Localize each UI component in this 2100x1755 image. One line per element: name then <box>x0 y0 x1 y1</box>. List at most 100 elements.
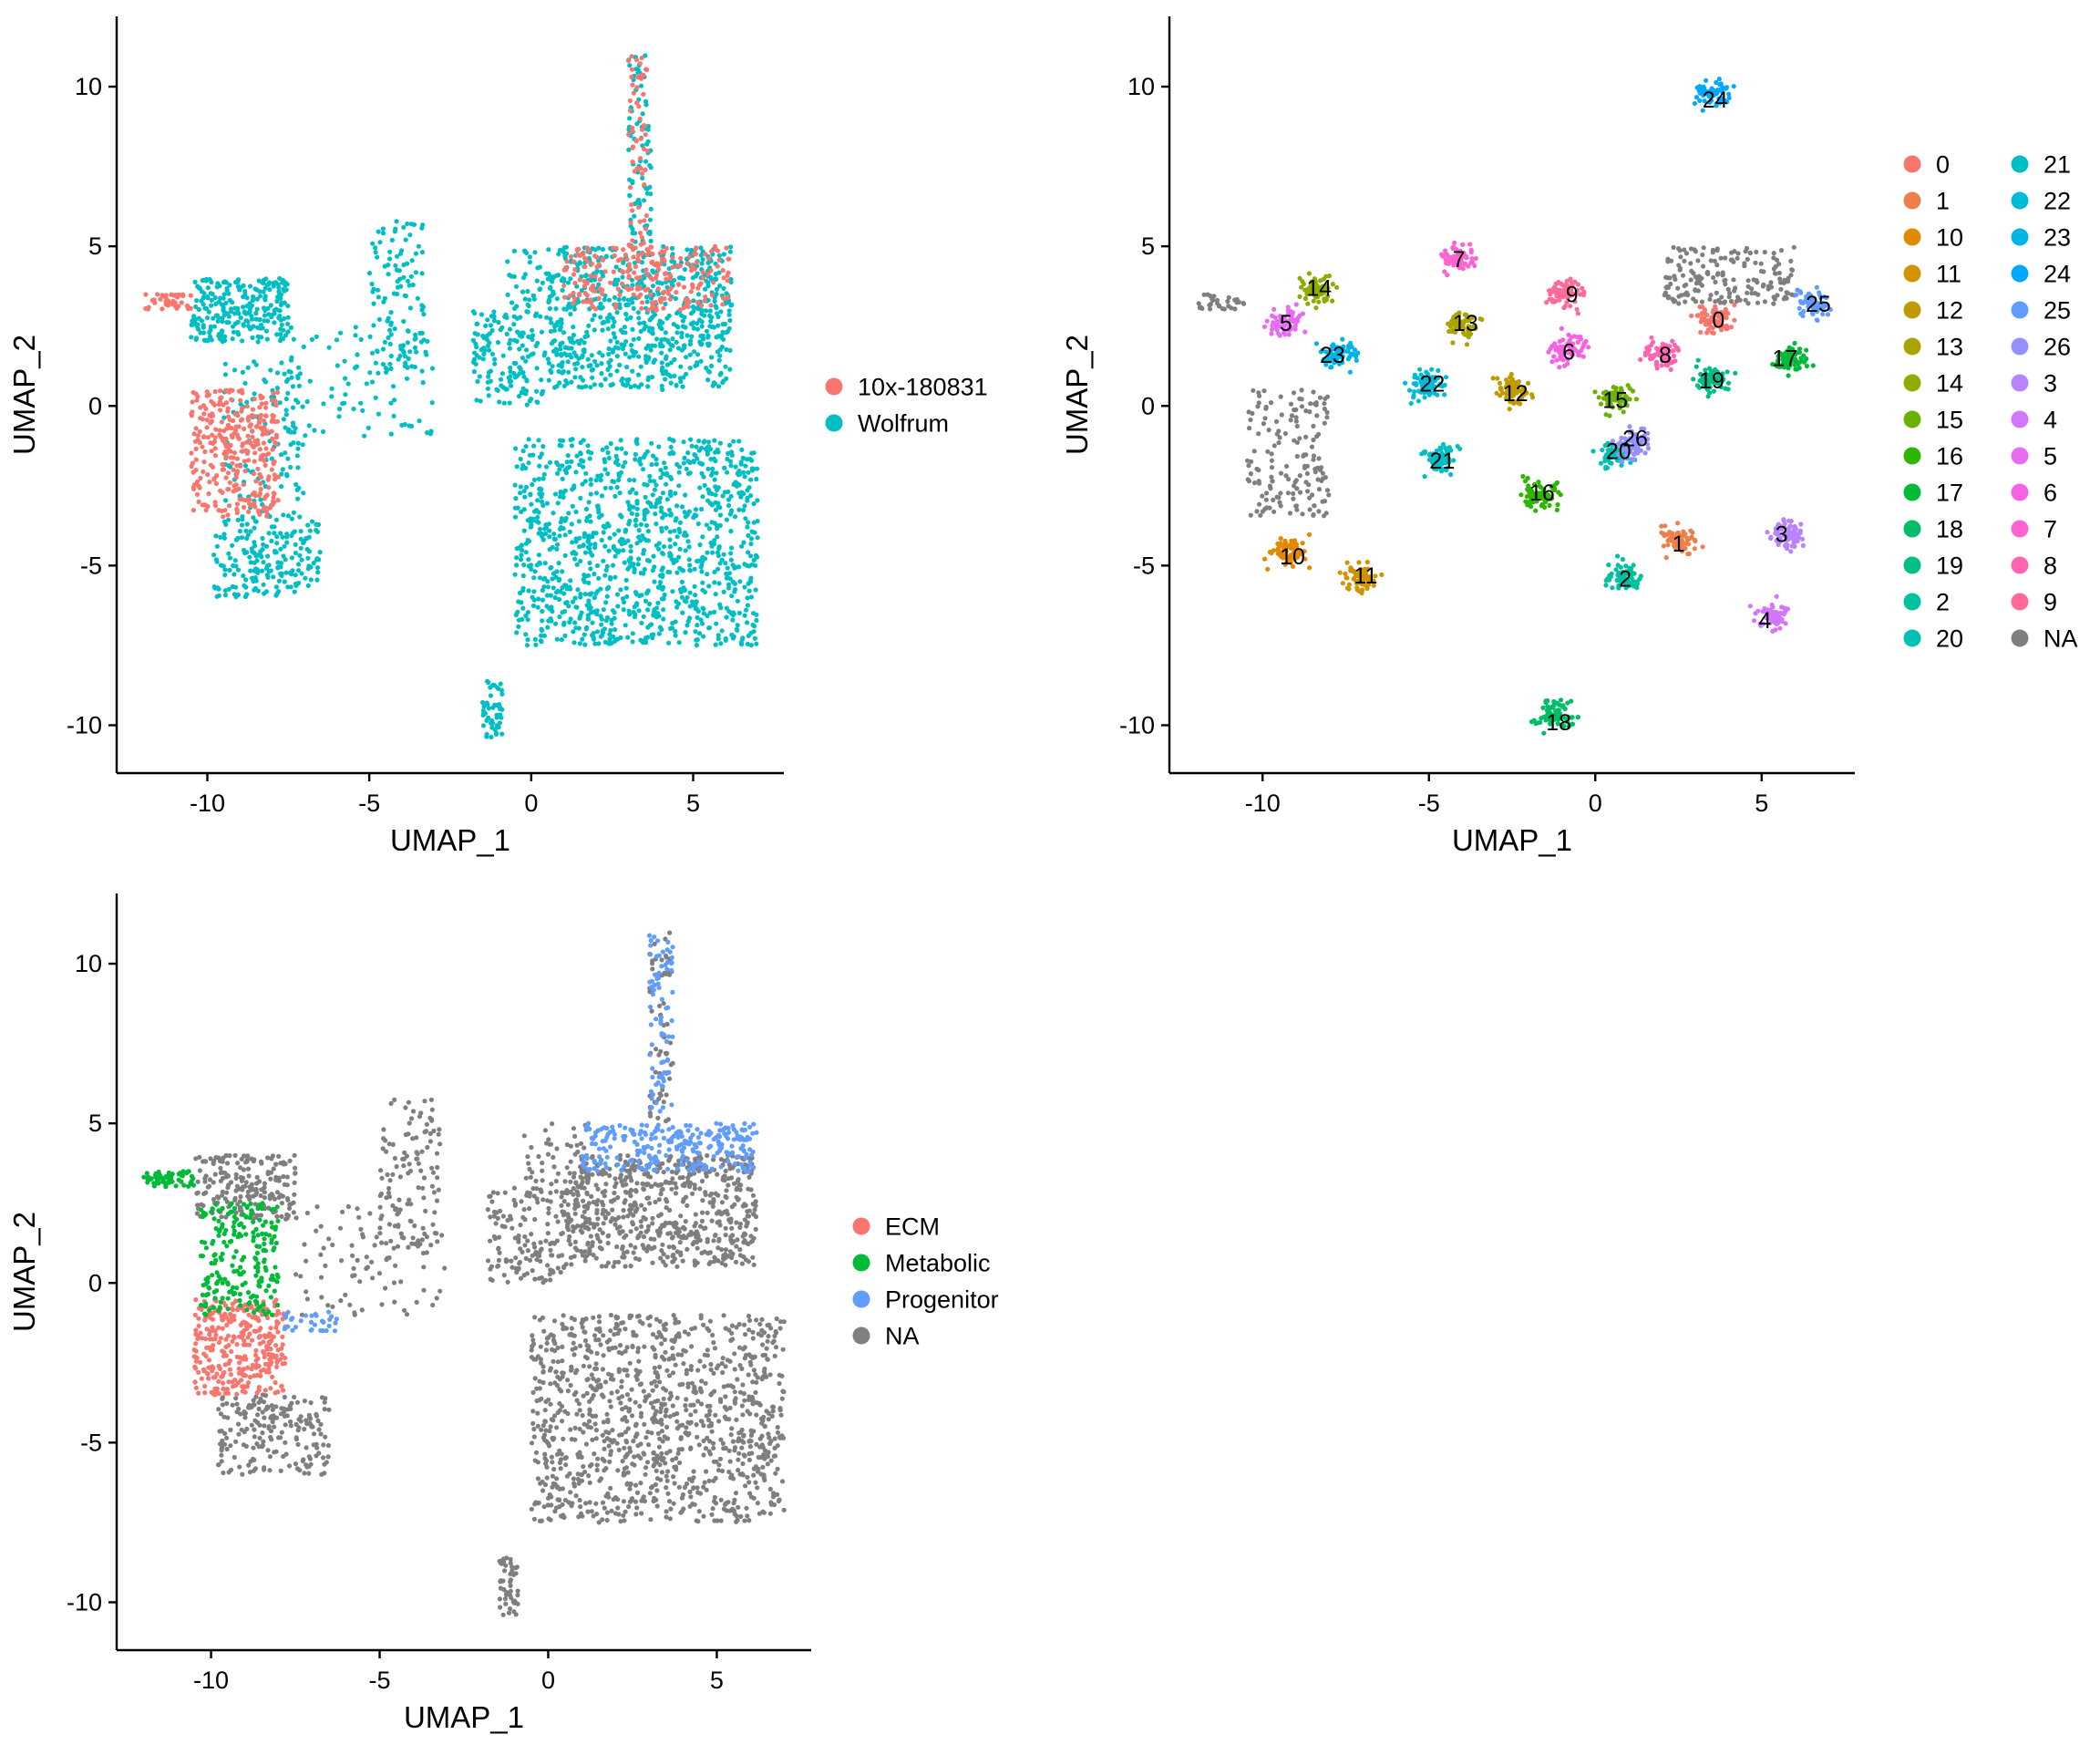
scatter-point <box>1345 349 1350 354</box>
scatter-point <box>746 485 751 490</box>
scatter-point <box>642 198 646 202</box>
scatter-point <box>212 325 217 329</box>
scatter-point <box>198 416 202 420</box>
scatter-point <box>321 429 325 434</box>
scatter-point <box>592 531 596 535</box>
scatter-point <box>190 323 194 327</box>
scatter-point <box>715 567 720 572</box>
scatter-point <box>634 100 639 105</box>
scatter-point <box>534 311 539 315</box>
scatter-point <box>224 475 229 480</box>
scatter-point <box>421 380 426 385</box>
scatter-point <box>729 545 734 550</box>
scatter-point <box>557 614 561 619</box>
scatter-point <box>578 592 582 596</box>
scatter-point <box>243 585 248 590</box>
scatter-point <box>387 250 392 254</box>
scatter-point <box>590 376 594 380</box>
scatter-point <box>653 511 657 516</box>
scatter-point <box>301 405 305 409</box>
scatter-point <box>752 521 757 525</box>
scatter-point <box>543 561 548 565</box>
scatter-point <box>693 567 697 572</box>
scatter-point <box>215 314 220 318</box>
scatter-point <box>489 721 493 726</box>
scatter-point <box>519 557 523 562</box>
scatter-point <box>666 641 671 645</box>
scatter-point <box>198 429 202 434</box>
scatter-point <box>536 605 540 610</box>
scatter-point <box>285 457 290 461</box>
scatter-point <box>636 294 641 299</box>
scatter-point <box>250 336 254 340</box>
scatter-point <box>235 432 240 437</box>
scatter-point <box>585 443 590 448</box>
scatter-point <box>641 552 645 556</box>
scatter-point <box>410 258 415 263</box>
scatter-point <box>499 716 503 720</box>
scatter-point <box>282 544 286 549</box>
scatter-point <box>284 472 289 477</box>
scatter-point <box>662 544 666 549</box>
scatter-point <box>290 555 294 560</box>
scatter-point <box>708 319 713 324</box>
scatter-point <box>1675 521 1680 525</box>
scatter-point <box>424 352 428 356</box>
scatter-point <box>310 520 314 524</box>
y-tick-label: -5 <box>80 552 102 579</box>
scatter-point <box>696 439 701 443</box>
scatter-point <box>310 337 314 342</box>
scatter-point <box>602 607 606 612</box>
scatter-point <box>274 332 279 336</box>
scatter-point <box>234 507 239 511</box>
scatter-point <box>1662 533 1666 538</box>
scatter-point <box>414 252 418 256</box>
scatter-point <box>259 475 263 480</box>
scatter-point <box>551 532 556 536</box>
scatter-point <box>201 411 206 416</box>
scatter-point <box>293 482 298 487</box>
scatter-point <box>532 478 537 482</box>
scatter-point <box>570 443 574 448</box>
y-tick-label: 10 <box>75 73 102 100</box>
scatter-point <box>551 364 555 368</box>
scatter-point <box>513 446 518 450</box>
scatter-point <box>624 365 629 369</box>
scatter-point <box>255 297 260 302</box>
scatter-point <box>412 222 417 227</box>
scatter-point <box>753 636 757 641</box>
scatter-point <box>621 548 625 552</box>
scatter-point <box>472 351 477 356</box>
scatter-point <box>621 464 625 469</box>
scatter-point <box>598 587 602 592</box>
scatter-point <box>1659 524 1663 529</box>
scatter-point <box>1726 381 1731 386</box>
scatter-point <box>281 512 285 517</box>
scatter-point <box>571 260 576 264</box>
scatter-point <box>250 304 254 308</box>
scatter-point <box>736 564 741 569</box>
scatter-point <box>648 293 653 297</box>
scatter-point <box>251 296 255 301</box>
scatter-point <box>194 447 199 451</box>
scatter-point <box>658 262 663 266</box>
scatter-point <box>224 320 229 325</box>
scatter-point <box>630 181 634 185</box>
scatter-point <box>207 392 211 397</box>
scatter-point <box>649 245 654 250</box>
scatter-point <box>233 594 238 599</box>
scatter-point <box>405 222 409 226</box>
scatter-point <box>200 445 204 449</box>
scatter-point <box>241 370 245 375</box>
scatter-point <box>694 445 698 449</box>
scatter-point <box>715 550 720 554</box>
scatter-point <box>639 365 643 369</box>
scatter-point <box>741 456 746 460</box>
scatter-point <box>519 510 523 514</box>
scatter-point <box>542 576 547 581</box>
scatter-point <box>335 337 339 342</box>
scatter-point <box>247 497 252 501</box>
scatter-point <box>571 483 576 488</box>
scatter-point <box>1726 387 1731 391</box>
scatter-point <box>630 487 634 491</box>
